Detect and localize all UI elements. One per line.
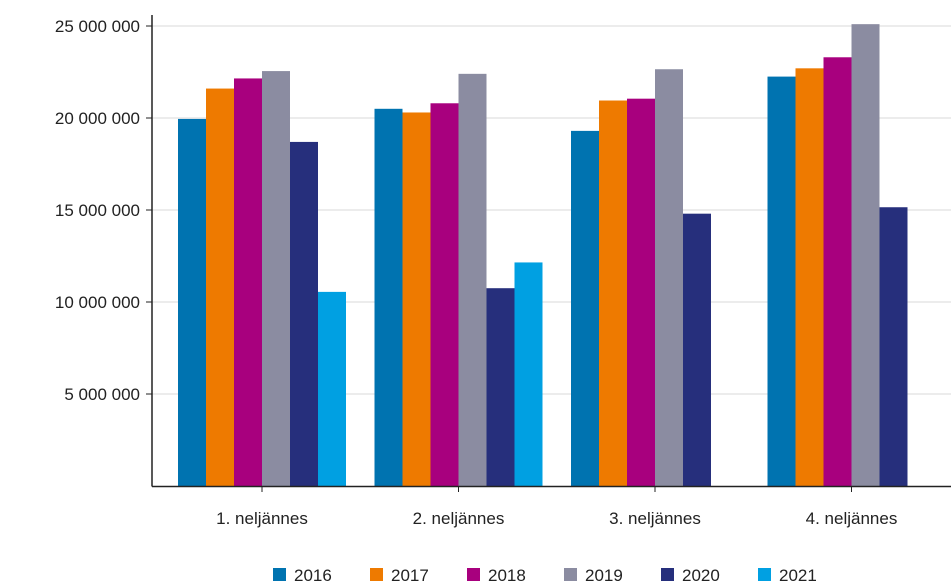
- bar-2020-4: [879, 207, 908, 487]
- bar-2018-1: [234, 78, 262, 486]
- bar-2017-4: [795, 68, 824, 486]
- legend-swatch: [467, 568, 480, 581]
- bar-2019-4: [851, 24, 880, 486]
- bar-2016-1: [178, 118, 206, 487]
- y-tick-label: 20 000 000: [55, 109, 140, 128]
- bar-2020-3: [683, 213, 711, 486]
- bar-2019-2: [458, 73, 487, 486]
- bar-2016-4: [767, 76, 796, 486]
- legend-swatch: [370, 568, 383, 581]
- legend-label: 2020: [682, 566, 720, 585]
- bar-2019-3: [655, 69, 683, 487]
- bar-2020-2: [486, 288, 515, 486]
- legend-label: 2018: [488, 566, 526, 585]
- bar-2021-1: [318, 291, 346, 486]
- x-tick-labels: 1. neljännes 2. neljännes 3. neljännes 4. n…: [216, 509, 897, 528]
- legend-label: 2016: [294, 566, 332, 585]
- legend-item-2017: 2017: [370, 566, 429, 585]
- axes: [146, 15, 951, 492]
- legend-item-2020: 2020: [661, 566, 720, 585]
- bar-2020-1: [290, 141, 318, 487]
- legend: 2016 2017 2018 2019 2020 2021: [273, 566, 817, 585]
- bar-2021-2: [514, 262, 543, 486]
- legend-swatch: [661, 568, 674, 581]
- x-tick-label: 3. neljännes: [609, 509, 701, 528]
- bar-2019-1: [262, 71, 290, 486]
- y-tick-label: 25 000 000: [55, 17, 140, 36]
- bars: [178, 24, 908, 487]
- x-tick-label: 2. neljännes: [413, 509, 505, 528]
- legend-label: 2019: [585, 566, 623, 585]
- y-tick-label: 10 000 000: [55, 293, 140, 312]
- bar-2016-3: [571, 130, 599, 486]
- legend-label: 2021: [779, 566, 817, 585]
- legend-item-2016: 2016: [273, 566, 332, 585]
- bar-2018-3: [627, 98, 655, 487]
- legend-item-2019: 2019: [564, 566, 623, 585]
- y-tick-label: 15 000 000: [55, 201, 140, 220]
- legend-swatch: [758, 568, 771, 581]
- x-tick-label: 4. neljännes: [806, 509, 898, 528]
- y-tick-label: 5 000 000: [64, 385, 140, 404]
- bar-2017-3: [599, 100, 627, 487]
- legend-item-2021: 2021: [758, 566, 817, 585]
- x-tick-label: 1. neljännes: [216, 509, 308, 528]
- bar-2017-1: [206, 88, 234, 486]
- legend-item-2018: 2018: [467, 566, 526, 585]
- y-tick-labels: 5 000 000 10 000 000 15 000 000 20 000 000 2…: [55, 17, 140, 404]
- bar-2016-2: [374, 108, 403, 487]
- legend-swatch: [564, 568, 577, 581]
- bar-2018-2: [430, 103, 459, 486]
- bar-2017-2: [402, 112, 431, 486]
- legend-label: 2017: [391, 566, 429, 585]
- legend-swatch: [273, 568, 286, 581]
- bar-2018-4: [823, 57, 852, 486]
